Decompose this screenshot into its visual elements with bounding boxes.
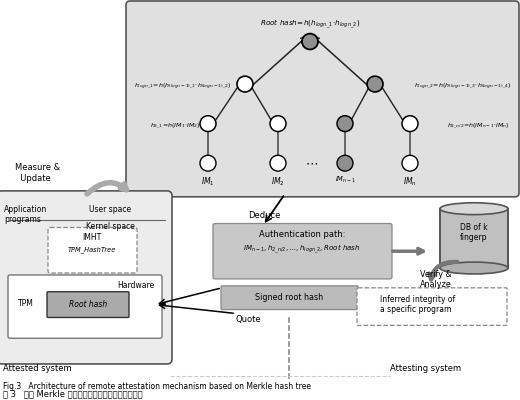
Text: Authentication path:: Authentication path: <box>259 230 345 240</box>
Text: $IM_n$: $IM_n$ <box>403 175 417 188</box>
Text: Inferred integrity of
a specific program: Inferred integrity of a specific program <box>380 295 455 314</box>
Circle shape <box>270 116 286 132</box>
Text: User space: User space <box>89 205 131 214</box>
FancyBboxPatch shape <box>8 275 162 338</box>
Text: $h_{logn\_2}\!=\!h(h_{(logn-1)\_3}\!\cdot\!h_{(logn-1)\_4})$: $h_{logn\_2}\!=\!h(h_{(logn-1)\_3}\!\cdo… <box>414 81 511 91</box>
Text: Measure &
  Update: Measure & Update <box>15 163 60 182</box>
Text: $IM_2$: $IM_2$ <box>271 175 285 188</box>
Text: TPM: TPM <box>18 299 34 308</box>
Circle shape <box>402 155 418 171</box>
Text: Attesting system: Attesting system <box>390 364 461 373</box>
Ellipse shape <box>440 262 508 274</box>
Text: Deduce: Deduce <box>248 211 280 220</box>
Circle shape <box>200 116 216 132</box>
FancyBboxPatch shape <box>213 224 392 279</box>
Text: TPM_HashTree: TPM_HashTree <box>68 246 116 253</box>
Text: IMHT: IMHT <box>82 234 101 242</box>
FancyBboxPatch shape <box>48 228 137 273</box>
Text: Fig.3   Architecture of remote attestation mechanism based on Merkle hash tree: Fig.3 Architecture of remote attestation… <box>3 382 311 391</box>
Text: 图 3   基于 Merkle 哈希树的远程验证机制的体系架构: 图 3 基于 Merkle 哈希树的远程验证机制的体系架构 <box>3 390 142 399</box>
Text: $IM_1$: $IM_1$ <box>201 175 215 188</box>
Ellipse shape <box>440 203 508 215</box>
Text: $\cdots$: $\cdots$ <box>305 157 319 170</box>
FancyBboxPatch shape <box>357 288 507 325</box>
FancyBboxPatch shape <box>440 209 508 268</box>
Circle shape <box>367 76 383 92</box>
Circle shape <box>200 155 216 171</box>
Circle shape <box>337 116 353 132</box>
Circle shape <box>337 155 353 171</box>
Text: Kernel space: Kernel space <box>86 222 135 230</box>
Text: Hardware: Hardware <box>118 281 155 290</box>
Text: Root hash: Root hash <box>69 300 107 309</box>
FancyBboxPatch shape <box>221 286 358 310</box>
FancyBboxPatch shape <box>0 191 172 364</box>
Text: DB of k
fingerp: DB of k fingerp <box>460 222 488 242</box>
Text: $h_{2\_n/2}\!=\!h(IM_{n-1}\!\cdot\!IM_n)$: $h_{2\_n/2}\!=\!h(IM_{n-1}\!\cdot\!IM_n)… <box>447 121 510 130</box>
Circle shape <box>402 116 418 132</box>
FancyBboxPatch shape <box>47 292 129 318</box>
FancyBboxPatch shape <box>126 1 519 197</box>
Text: Signed root hash: Signed root hash <box>255 293 323 302</box>
Text: Attested system: Attested system <box>3 364 72 373</box>
Text: Application
programs: Application programs <box>4 205 47 224</box>
Text: $IM_{n-1}$: $IM_{n-1}$ <box>334 175 356 185</box>
Text: Verify &
Analyze: Verify & Analyze <box>420 270 452 290</box>
Text: $h_{2\_1}\!=\!h(IM_1\!\cdot\!IM_2)$: $h_{2\_1}\!=\!h(IM_1\!\cdot\!IM_2)$ <box>150 121 201 130</box>
Text: Quote: Quote <box>236 314 262 324</box>
Text: $Root\ hash\!=\!h(h_{logn\_1}\!\cdot\!h_{logn\_2})$: $Root\ hash\!=\!h(h_{logn\_1}\!\cdot\!h_… <box>260 18 360 31</box>
Circle shape <box>237 76 253 92</box>
Circle shape <box>302 34 318 50</box>
Circle shape <box>270 155 286 171</box>
Text: $IM_{n-1},h_{2\_n/2},\ldots,h_{logn\_2},Root\ hash$: $IM_{n-1},h_{2\_n/2},\ldots,h_{logn\_2},… <box>243 243 361 256</box>
Text: $h_{logn\_1}\!=\!h(h_{(logn-1)\_1}\!\cdot\!h_{(logn-1)\_2})$: $h_{logn\_1}\!=\!h(h_{(logn-1)\_1}\!\cdo… <box>134 81 231 91</box>
